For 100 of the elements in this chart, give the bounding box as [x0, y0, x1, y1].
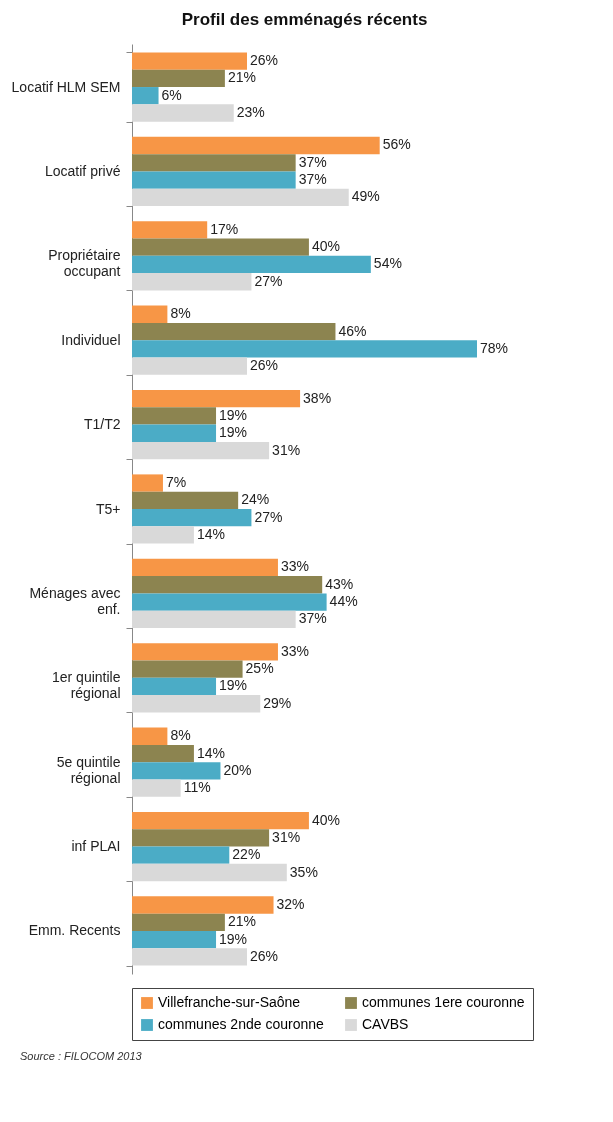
y-tick-label: T1/T2 — [83, 416, 121, 433]
bar — [132, 104, 234, 122]
bar — [132, 407, 217, 425]
data-label: 14% — [196, 744, 225, 761]
bar — [132, 52, 247, 70]
legend-label: Villefranche-sur-Saône — [158, 994, 301, 1010]
bar — [132, 948, 247, 966]
data-label: 56% — [382, 136, 411, 153]
bar — [132, 744, 194, 763]
data-label: 14% — [196, 525, 225, 542]
bar — [132, 526, 194, 544]
data-label: 43% — [325, 575, 354, 592]
y-tick-label: inf PLAI — [71, 838, 121, 855]
data-label: 26% — [250, 357, 279, 374]
bar — [132, 255, 371, 274]
data-label: 19% — [219, 677, 248, 694]
legend-label: CAVBS — [362, 1016, 409, 1032]
data-label: 29% — [263, 694, 292, 711]
bar — [132, 273, 252, 291]
data-label: 19% — [219, 424, 248, 441]
data-label: 37% — [298, 153, 327, 170]
data-label: 8% — [170, 727, 191, 744]
data-label: 31% — [272, 441, 301, 458]
y-tick-label: Ménages avec enf. — [29, 584, 121, 617]
bar — [132, 69, 225, 88]
bar — [132, 779, 181, 797]
bar — [132, 811, 309, 830]
data-label: 8% — [170, 305, 191, 322]
bar — [132, 695, 261, 713]
data-label: 25% — [245, 660, 274, 677]
bar — [132, 357, 247, 375]
bar — [132, 846, 230, 864]
data-label: 22% — [232, 846, 261, 863]
data-label: 23% — [236, 103, 265, 120]
data-label: 49% — [351, 188, 380, 205]
chart-title: Profil des emménagés récents — [181, 10, 428, 29]
bar — [132, 727, 168, 745]
bar — [132, 441, 270, 460]
data-label: 35% — [289, 863, 318, 880]
data-label: 27% — [254, 508, 283, 525]
data-label: 26% — [250, 52, 279, 69]
data-label: 38% — [303, 389, 332, 406]
data-label: 7% — [165, 474, 187, 491]
data-label: 20% — [223, 761, 252, 778]
data-label: 19% — [219, 406, 248, 423]
bar — [132, 136, 380, 155]
bar — [132, 610, 296, 628]
data-label: 33% — [280, 642, 309, 659]
bar — [132, 188, 349, 207]
bar — [132, 87, 159, 105]
bar — [132, 154, 296, 172]
bar — [132, 474, 163, 492]
bar — [132, 762, 221, 780]
legend-label: communes 2nde couronne — [158, 1016, 324, 1032]
bar — [132, 558, 278, 577]
bar — [132, 930, 217, 949]
data-label: 78% — [480, 339, 509, 356]
y-tick-label: Propriétaire occupant — [48, 247, 121, 280]
data-label: 40% — [311, 811, 340, 828]
data-label: 17% — [210, 220, 239, 237]
data-label: 32% — [276, 896, 305, 913]
data-label: 24% — [241, 491, 270, 508]
bar — [132, 238, 309, 256]
bar — [132, 913, 225, 931]
data-label: 6% — [161, 86, 182, 103]
data-label: 27% — [254, 272, 283, 289]
data-label: 37% — [298, 171, 327, 188]
bar — [132, 424, 217, 442]
data-label: 31% — [272, 828, 301, 845]
y-tick-label: Individuel — [61, 331, 121, 348]
data-label: 26% — [250, 947, 279, 964]
data-label: 21% — [227, 913, 256, 930]
source-note: Source : FILOCOM 2013 — [20, 1050, 143, 1062]
bar — [132, 896, 274, 914]
bar — [132, 305, 168, 323]
bar — [132, 491, 239, 509]
data-label: 33% — [280, 558, 309, 575]
bar — [132, 660, 243, 678]
y-tick-label: Emm. Recents — [28, 922, 121, 939]
y-tick-label: Locatif HLM SEM — [11, 78, 121, 95]
bar — [132, 509, 252, 527]
bar — [132, 593, 327, 611]
data-label: 54% — [373, 255, 402, 272]
bar — [132, 863, 287, 882]
data-label: 11% — [183, 779, 211, 796]
bar — [132, 340, 477, 358]
bar — [132, 322, 336, 341]
bar — [132, 390, 301, 408]
bar — [132, 221, 208, 239]
data-label: 19% — [219, 930, 248, 947]
legend-label: communes 1ere couronne — [362, 994, 525, 1010]
y-tick-label: T5+ — [95, 500, 121, 517]
y-tick-label: 5e quintile régional — [56, 753, 121, 786]
bar — [132, 643, 278, 661]
data-label: 46% — [338, 322, 367, 339]
data-label: 37% — [298, 610, 327, 627]
data-label: 21% — [227, 69, 256, 86]
bar — [132, 829, 270, 847]
bar — [132, 677, 217, 696]
y-tick-label: 1er quintile régional — [52, 669, 121, 702]
